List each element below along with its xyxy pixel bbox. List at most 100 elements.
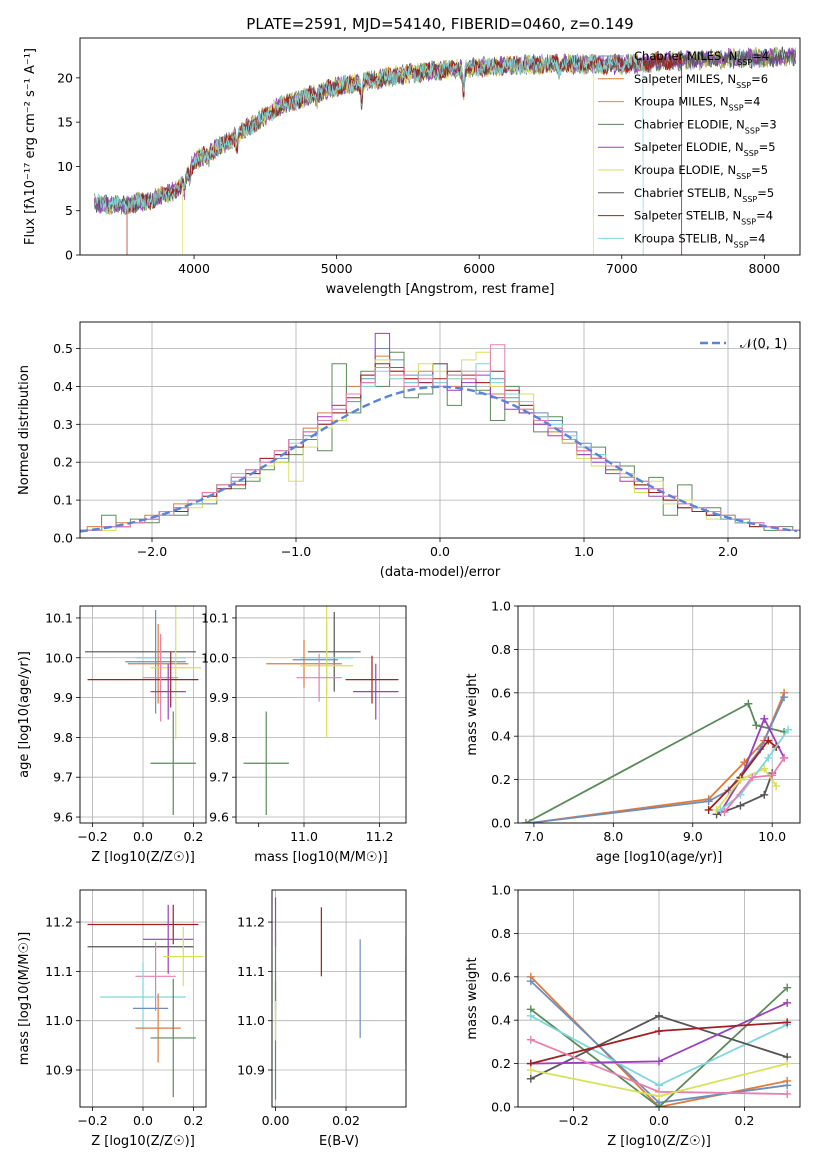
y-axis-label: age [log10(age/yr)] [17, 651, 32, 778]
data-point-marker [783, 983, 792, 992]
y-tick-label: 11.1 [45, 964, 73, 979]
x-tick-label: 10.0 [758, 829, 786, 844]
x-tick-label: −0.2 [558, 1113, 588, 1128]
data-point-marker [772, 782, 781, 791]
legend-subscript: SSP [742, 194, 757, 203]
series-line [530, 976, 788, 1107]
x-tick-label: 11.0 [290, 829, 318, 844]
series-line [719, 716, 785, 813]
plot-area-mass-vs-Z [87, 904, 204, 1098]
legend-suffix: =5 [757, 186, 774, 200]
legend-label: Chabrier MILES, NSSP=4 [634, 49, 769, 67]
data-point-marker [760, 790, 769, 799]
x-tick-label: −0.2 [77, 829, 107, 844]
y-tick-label: 0.8 [491, 642, 511, 657]
series-line [707, 739, 777, 811]
legend-suffix: =4 [749, 231, 766, 245]
y-tick-label: 10.9 [45, 1063, 73, 1078]
x-tick-label: 8.0 [603, 829, 623, 844]
data-point-marker [752, 721, 761, 730]
data-point-marker [764, 736, 773, 745]
y-tick-label: 11.1 [237, 964, 265, 979]
data-point-marker [784, 725, 793, 734]
x-tick-label: 0.2 [183, 829, 203, 844]
x-tick-label: 6000 [463, 261, 495, 276]
legend-label: Salpeter ELODIE, NSSP=5 [634, 140, 776, 158]
plot-mass-weight-vs-age: 7.0 8.0 9.0 10.0 0.0 0.2 0.4 0.6 0.8 1.0 age [log1… [465, 599, 801, 865]
data-point-marker [780, 693, 789, 702]
x-tick-label: 7000 [606, 261, 638, 276]
spectrum-line [94, 53, 644, 255]
legend-subscript: SSP [745, 126, 760, 135]
y-tick-label: 0.2 [53, 455, 73, 470]
data-point-marker [704, 805, 713, 814]
y-tick-label: 0.4 [53, 379, 73, 394]
y-tick-label: 0.6 [491, 969, 511, 984]
y-tick-label: 10.1 [201, 610, 229, 625]
y-axis-label: mass [log10(M/M☉)] [17, 932, 32, 1065]
x-tick-label: −0.2 [77, 1113, 107, 1128]
y-tick-label: 9.7 [53, 770, 73, 785]
plot-spectrum: 4000 5000 6000 7000 8000 0 5 10 15 20 wavelength [… [23, 37, 801, 297]
data-point-marker [526, 1074, 535, 1083]
y-tick-label: 15 [57, 115, 73, 130]
plot-area-residual-histogram [80, 332, 800, 533]
data-point-marker [744, 699, 753, 708]
legend-subscript: SSP [744, 149, 759, 158]
data-point-marker [780, 753, 789, 762]
y-tick-label: 5 [65, 203, 73, 218]
x-axis-label: (data-model)/error [380, 565, 501, 580]
x-tick-label: 2.0 [718, 544, 738, 559]
axes-frame [79, 605, 207, 824]
legend-label: Chabrier ELODIE, NSSP=3 [634, 117, 777, 135]
plot-area-mass-vs-EBV [274, 897, 406, 1100]
x-tick-label: 0.00 [262, 1113, 290, 1128]
data-point-marker [760, 714, 769, 723]
y-axis-label: mass weight [465, 673, 480, 755]
data-point-marker [526, 1011, 535, 1020]
x-tick-label: 0.0 [133, 1113, 153, 1128]
x-tick-label: 0.2 [183, 1113, 203, 1128]
data-point-marker [655, 1027, 663, 1036]
y-axis-label: Flux [fλ10⁻¹⁷ erg cm⁻² s⁻¹ A⁻¹] [23, 48, 38, 245]
data-point-marker [783, 1081, 792, 1090]
data-point-marker [783, 998, 792, 1007]
data-point-marker [760, 764, 769, 773]
x-tick-label: 0.0 [649, 1113, 669, 1128]
figure-title: PLATE=2591, MJD=54140, FIBERID=0460, z=0… [246, 15, 633, 33]
data-point-marker [655, 1011, 663, 1020]
spectrum-line [93, 46, 797, 214]
y-axis-label: Normed distribution [17, 365, 32, 495]
legend-subscript: SSP [741, 217, 756, 226]
plot-mass-weight-vs-Z: −0.2 0.0 0.2 0.0 0.2 0.4 0.6 0.8 1.0 Z [log10(Z/Z… [465, 883, 801, 1149]
x-axis-label: Z [log10(Z/Z☉)] [91, 850, 195, 865]
legend-label: Chabrier STELIB, NSSP=5 [634, 186, 774, 204]
y-tick-label: 1.0 [491, 883, 511, 898]
legend-label: 𝒩(0, 1) [740, 337, 787, 352]
y-tick-label: 1.0 [491, 599, 511, 614]
data-point-marker [736, 775, 745, 784]
legend-subscript: SSP [729, 103, 744, 112]
axes-frame [517, 605, 801, 824]
legend-suffix: =3 [760, 117, 777, 131]
legend-label: Salpeter MILES, NSSP=6 [634, 72, 768, 90]
y-tick-label: 0.5 [53, 341, 73, 356]
series-line [723, 757, 785, 813]
y-tick-label: 9.6 [53, 810, 73, 825]
plot-area-mass-weight-vs-age [521, 688, 793, 823]
data-point-marker [704, 797, 713, 806]
x-tick-label: 0.02 [332, 1113, 360, 1128]
data-point-marker [783, 1089, 792, 1098]
plot-mass-vs-EBV: 0.00 0.02 10.9 11.0 11.1 11.2 E(B-V) [237, 889, 407, 1149]
y-tick-label: 0.1 [53, 493, 73, 508]
y-tick-label: 0.4 [491, 729, 511, 744]
plot-area-age-vs-mass [243, 606, 399, 816]
data-point-marker [748, 773, 757, 782]
x-tick-label: 4000 [178, 261, 210, 276]
x-tick-label: 11.2 [366, 829, 394, 844]
series-line [530, 986, 788, 1107]
x-axis-label: mass [log10(M/M☉)] [254, 850, 387, 865]
legend-label: Kroupa STELIB, NSSP=4 [634, 231, 765, 249]
legend-subscript: SSP [737, 58, 752, 67]
plot-residual-histogram: −2.0 −1.0 0.0 1.0 2.0 0.0 0.1 0.2 0.3 0.4 0.5 (data… [17, 321, 801, 580]
